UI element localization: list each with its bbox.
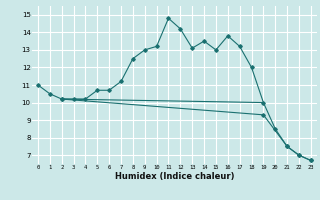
X-axis label: Humidex (Indice chaleur): Humidex (Indice chaleur) xyxy=(115,172,234,181)
